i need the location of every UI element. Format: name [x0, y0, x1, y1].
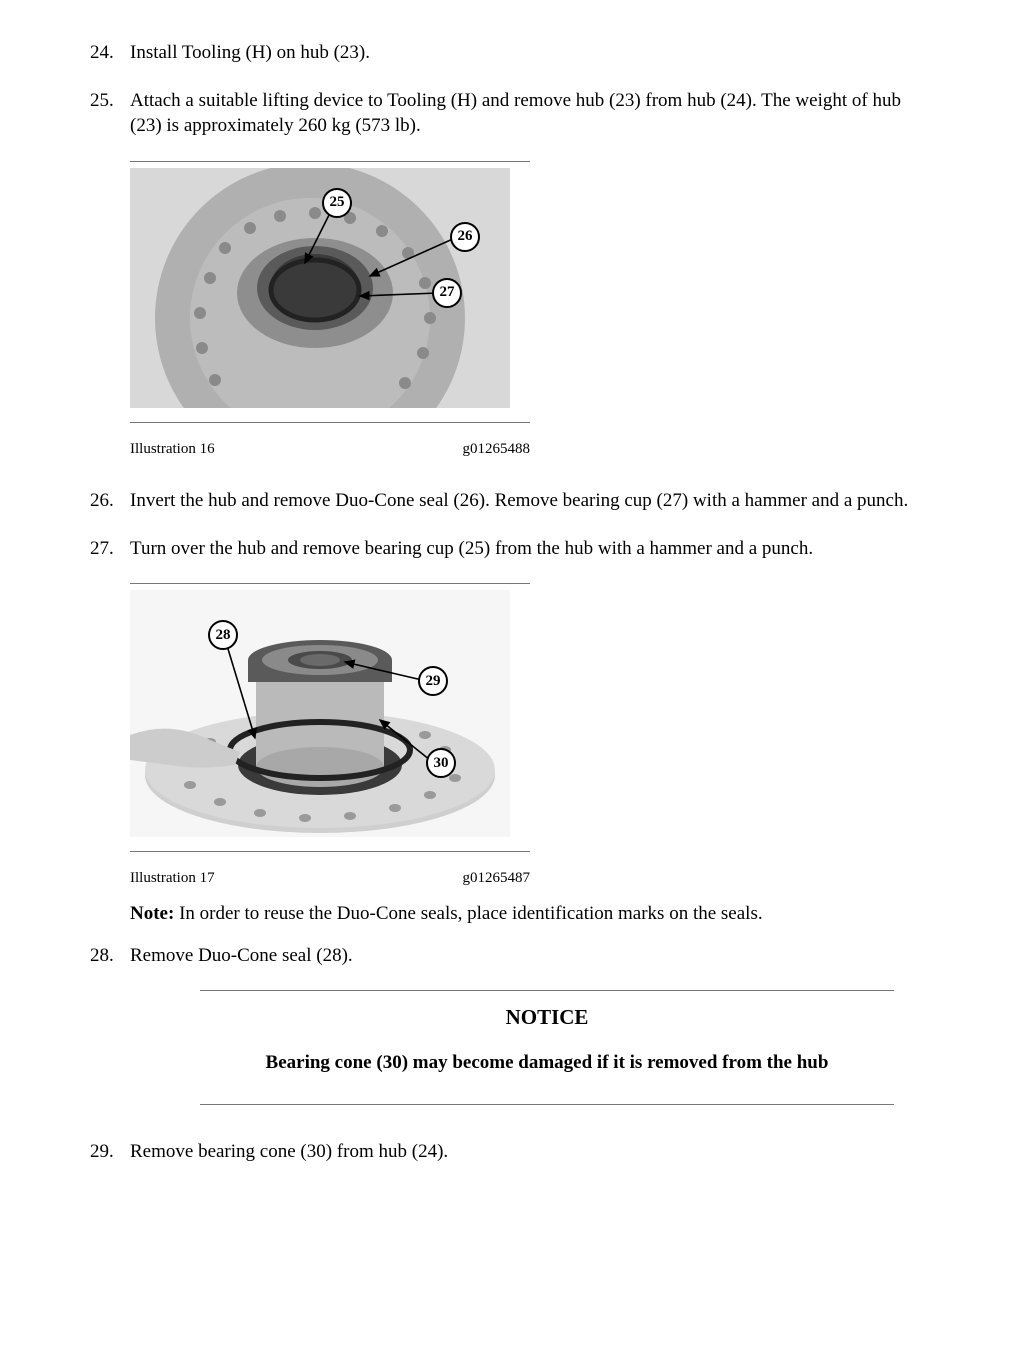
step-number: 25.	[90, 88, 130, 139]
figure-label: Illustration 16	[130, 441, 215, 458]
step-text: Remove Duo-Cone seal (28).	[130, 943, 934, 969]
step-25: 25. Attach a suitable lifting device to …	[90, 88, 934, 139]
step-28: 28. Remove Duo-Cone seal (28).	[90, 943, 934, 969]
figure-label: Illustration 17	[130, 870, 215, 887]
callout-30: 30	[426, 748, 456, 778]
notice-title: NOTICE	[200, 1005, 894, 1030]
step-24: 24. Install Tooling (H) on hub (23).	[90, 40, 934, 66]
callout-25: 25	[322, 188, 352, 218]
step-number: 29.	[90, 1139, 130, 1165]
figure-17-image: 28 29 30	[130, 590, 510, 837]
figure-rule-top	[130, 161, 530, 162]
figure-17-caption: Illustration 17 g01265487	[130, 870, 530, 887]
step-list: 29. Remove bearing cone (30) from hub (2…	[90, 1139, 934, 1165]
step-list: 24. Install Tooling (H) on hub (23). 25.…	[90, 40, 934, 139]
step-number: 26.	[90, 488, 130, 514]
step-list: 28. Remove Duo-Cone seal (28).	[90, 943, 934, 969]
notice-block: NOTICE Bearing cone (30) may become dama…	[200, 990, 894, 1105]
note-text: In order to reuse the Duo-Cone seals, pl…	[174, 903, 762, 924]
figure-code: g01265488	[463, 441, 531, 458]
note-label: Note:	[130, 903, 174, 924]
figure-16-caption: Illustration 16 g01265488	[130, 441, 530, 458]
figure-rule-bottom	[130, 422, 530, 423]
leader-lines	[130, 590, 510, 837]
callout-28: 28	[208, 620, 238, 650]
notice-rule-top	[200, 990, 894, 991]
step-number: 27.	[90, 536, 130, 562]
figure-17: 28 29 30 Illustration 17 g01265487	[130, 583, 530, 887]
figure-code: g01265487	[463, 870, 531, 887]
figure-rule-top	[130, 583, 530, 584]
notice-rule-bottom	[200, 1104, 894, 1105]
figure-16: 25 26 27 Illustration 16 g01265488	[130, 161, 530, 458]
step-text: Turn over the hub and remove bearing cup…	[130, 536, 934, 562]
step-27: 27. Turn over the hub and remove bearing…	[90, 536, 934, 562]
figure-16-image: 25 26 27	[130, 168, 510, 408]
callout-29: 29	[418, 666, 448, 696]
note-line: Note: In order to reuse the Duo-Cone sea…	[130, 901, 934, 927]
step-text: Invert the hub and remove Duo-Cone seal …	[130, 488, 934, 514]
step-text: Remove bearing cone (30) from hub (24).	[130, 1139, 934, 1165]
notice-text: Bearing cone (30) may become damaged if …	[200, 1052, 894, 1074]
callout-27: 27	[432, 278, 462, 308]
step-29: 29. Remove bearing cone (30) from hub (2…	[90, 1139, 934, 1165]
document-page: 24. Install Tooling (H) on hub (23). 25.…	[0, 0, 1024, 1227]
step-list: 26. Invert the hub and remove Duo-Cone s…	[90, 488, 934, 561]
step-text: Attach a suitable lifting device to Tool…	[130, 88, 934, 139]
step-text: Install Tooling (H) on hub (23).	[130, 40, 934, 66]
step-26: 26. Invert the hub and remove Duo-Cone s…	[90, 488, 934, 514]
step-number: 24.	[90, 40, 130, 66]
figure-rule-bottom	[130, 851, 530, 852]
step-number: 28.	[90, 943, 130, 969]
callout-26: 26	[450, 222, 480, 252]
